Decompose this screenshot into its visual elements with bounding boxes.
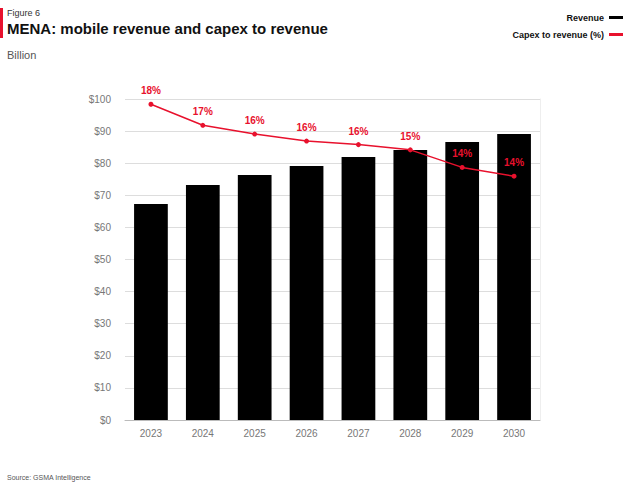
- svg-text:2024: 2024: [192, 428, 215, 439]
- svg-text:$30: $30: [94, 318, 111, 329]
- svg-text:16%: 16%: [348, 126, 368, 137]
- svg-text:16%: 16%: [245, 115, 265, 126]
- svg-text:$80: $80: [94, 158, 111, 169]
- svg-text:2026: 2026: [295, 428, 318, 439]
- svg-text:Source: GSMA Intelligence: Source: GSMA Intelligence: [7, 474, 91, 482]
- svg-text:$0: $0: [100, 415, 112, 426]
- svg-text:2023: 2023: [140, 428, 163, 439]
- svg-text:18%: 18%: [141, 85, 161, 96]
- svg-text:$40: $40: [94, 286, 111, 297]
- svg-text:14%: 14%: [452, 148, 472, 159]
- svg-text:$60: $60: [94, 222, 111, 233]
- svg-text:2028: 2028: [399, 428, 422, 439]
- svg-text:$20: $20: [94, 350, 111, 361]
- svg-text:Figure 6: Figure 6: [7, 8, 40, 18]
- svg-text:2027: 2027: [347, 428, 370, 439]
- svg-text:$90: $90: [94, 126, 111, 137]
- svg-text:$70: $70: [94, 190, 111, 201]
- svg-text:15%: 15%: [400, 131, 420, 142]
- svg-text:Capex to revenue (%): Capex to revenue (%): [512, 30, 604, 40]
- svg-text:2025: 2025: [244, 428, 267, 439]
- svg-text:17%: 17%: [193, 106, 213, 117]
- svg-text:2029: 2029: [451, 428, 474, 439]
- svg-text:MENA: mobile revenue and capex: MENA: mobile revenue and capex to revenu…: [7, 20, 328, 37]
- svg-text:Revenue: Revenue: [566, 13, 604, 23]
- svg-text:14%: 14%: [504, 157, 524, 168]
- svg-text:Billion: Billion: [7, 49, 36, 61]
- svg-text:$10: $10: [94, 382, 111, 393]
- svg-text:2030: 2030: [503, 428, 526, 439]
- svg-text:$100: $100: [89, 94, 112, 105]
- svg-text:$50: $50: [94, 254, 111, 265]
- svg-text:16%: 16%: [297, 122, 317, 133]
